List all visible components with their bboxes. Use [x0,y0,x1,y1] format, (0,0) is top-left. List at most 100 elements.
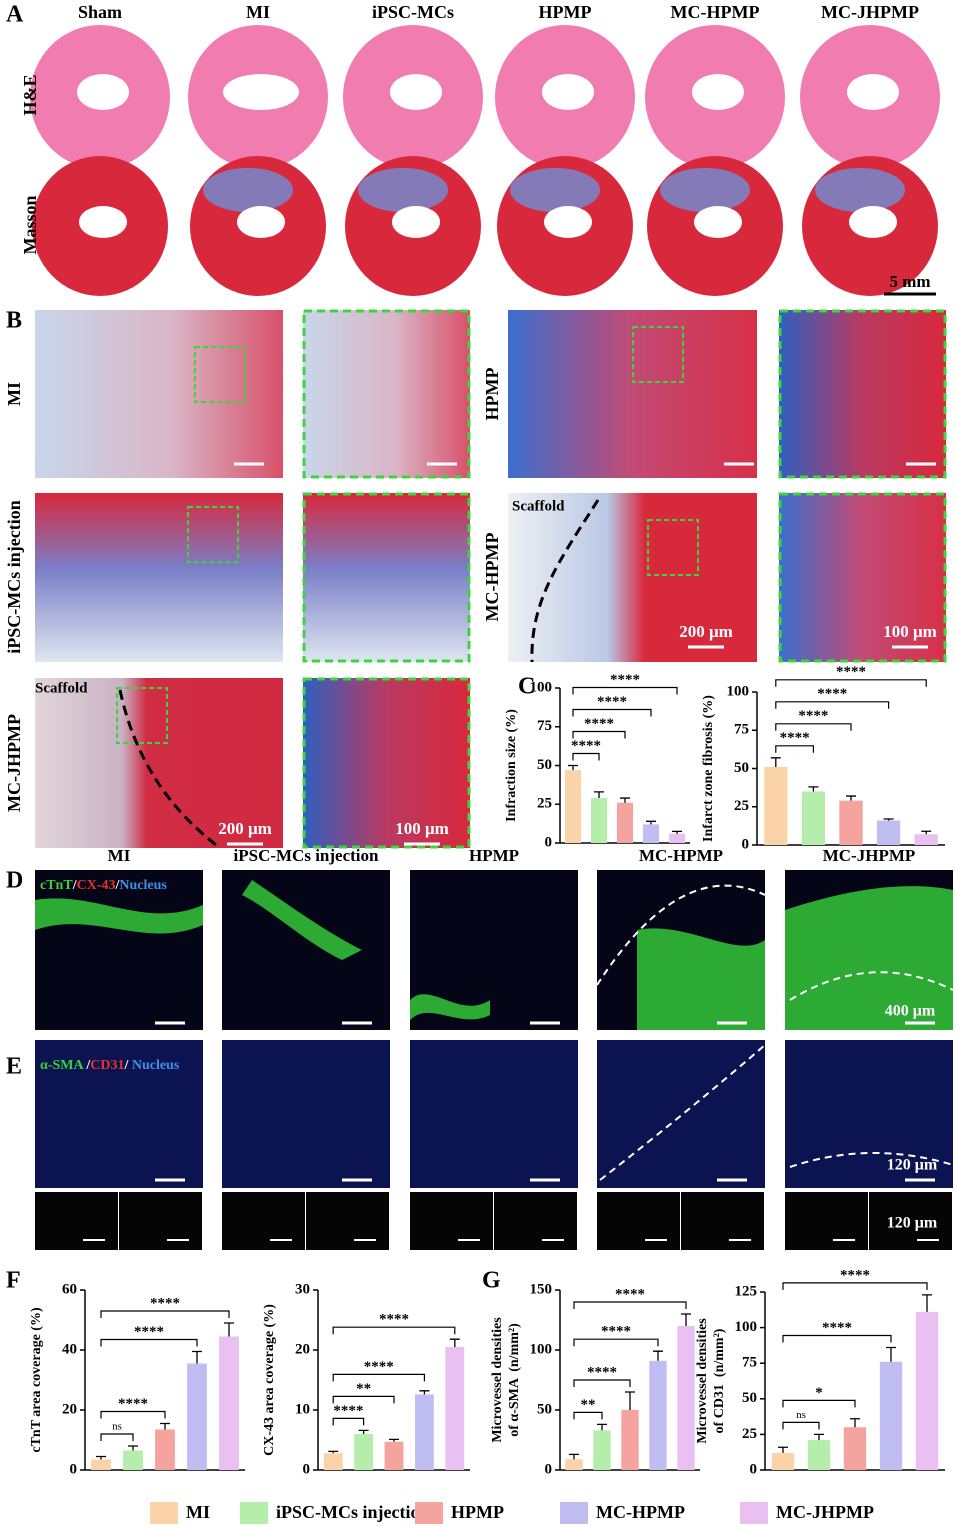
panel-label: E [6,1054,22,1080]
y-tick-label: 25 [734,798,749,814]
y-tick-label: 25 [742,1426,757,1442]
he-lumen [77,74,129,110]
masson-lumen [237,206,285,238]
micrograph [303,493,470,662]
significance-label: * [815,1385,823,1401]
significance-bracket [100,1338,198,1347]
fibrosis [203,168,293,212]
stain-legend: α-SMA /CD31/ Nucleus [40,1058,180,1073]
zoom-box [647,519,699,576]
stain-name: CD31 [90,1058,124,1073]
micrograph [35,493,283,662]
y-tick-label: 0 [750,1461,758,1477]
bar [677,1326,695,1470]
significance-label: ns [796,1409,806,1421]
ctnt-signal [785,886,953,1030]
y-axis-label: Infraction size (%) [504,709,519,822]
stain-name: CX-43 [77,878,116,893]
stain-name: / [85,1058,91,1073]
fluorescence-image [785,1040,953,1188]
error-bar [358,1429,369,1434]
legend-label: HPMP [451,1502,504,1522]
error-bar [814,1433,824,1441]
significance-bracket [100,1310,230,1318]
error-bar [886,1346,896,1362]
column-label: MI [108,846,131,865]
he-lumen [223,74,299,110]
error-bar [653,1350,663,1361]
panel-label: F [6,1268,21,1294]
zoom-frame [778,492,947,663]
significance-bracket [332,1395,395,1404]
error-bar [846,795,856,801]
zoom-box [194,346,246,403]
significance-bracket [100,1410,166,1419]
scale-bar-label: 100 μm [395,819,449,838]
micrograph [508,493,757,662]
he-lumen [390,74,442,110]
bar [384,1441,404,1470]
significance-bracket [573,1301,687,1309]
significance-label: **** [118,1396,148,1412]
masson-lumen [849,206,897,238]
fluorescence-image [410,1040,578,1188]
scale-bar-label: 200 μm [218,819,272,838]
bar [445,1347,465,1470]
error-bar [96,1455,106,1460]
error-bar [594,791,604,799]
error-bar [597,1423,607,1431]
y-axis-label: Microvessel densities [695,1318,710,1444]
error-bar [128,1445,138,1451]
row-label: MC-JHPMP [4,714,24,812]
bar [621,1410,639,1470]
masson-lumen [392,206,440,238]
channel-image [119,1192,202,1250]
column-label: MC-HPMP [671,2,760,22]
column-label: MI [246,2,270,22]
masson-lumen [79,206,127,238]
column-label: MC-HPMP [639,846,723,865]
fluorescence-image [597,1040,765,1188]
significance-label: **** [584,716,614,732]
significance-label: **** [601,1324,631,1340]
zoom-box [632,326,684,383]
error-bar [620,797,630,803]
y-tick-label: 0 [70,1461,78,1477]
bar [771,1452,795,1470]
channel-image [785,1192,868,1250]
scale-bar-label: 5 mm [889,272,930,291]
y-tick-label: 100 [735,1319,758,1335]
scaffold-border [530,499,600,663]
fluorescence-image [35,1040,203,1188]
panel-label: A [6,2,24,28]
bar [565,1459,583,1470]
bar [876,820,901,845]
error-bar [625,1391,635,1410]
zoom-box [116,687,168,744]
fluorescence-image [222,1040,390,1188]
fibrosis [815,168,905,212]
micrograph [779,493,946,662]
row-label: MC-HPMP [482,533,502,622]
y-axis-label: cTnT area coverage (%) [29,1307,44,1453]
scale-bar-label: 400 μm [885,1003,936,1020]
bar [801,791,826,845]
y-tick-label: 0 [303,1461,311,1477]
error-bar [389,1438,399,1442]
panel-label: C [518,674,535,700]
channel-image [597,1192,680,1250]
y-tick-label: 20 [295,1341,310,1357]
border-line [599,1044,766,1181]
significance-label: **** [615,1286,645,1302]
zoom-frame [302,492,471,663]
significance-label: **** [587,1364,617,1380]
micrograph [35,310,283,478]
bar [354,1434,374,1470]
y-axis-label: Microvessel densities [490,1317,505,1443]
bar [616,802,634,843]
y-tick-label: 60 [62,1281,77,1297]
bar [764,766,788,845]
scaffold-label: Scaffold [512,498,565,514]
bar [807,1440,831,1470]
row-label: HPMP [482,368,502,421]
